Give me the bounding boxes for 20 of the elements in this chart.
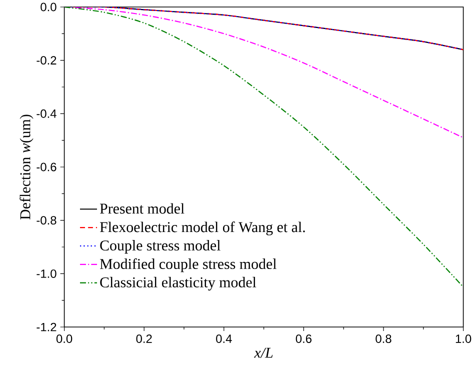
x-tick-label: 0.6: [296, 334, 312, 343]
x-tick-label: 0.0: [56, 334, 72, 343]
y-tick-label: -0.4: [36, 109, 56, 118]
y-tick-label: -0.6: [36, 162, 56, 172]
legend-label: Classicial elasticity model: [100, 276, 256, 290]
legend-label: Present model: [100, 203, 184, 214]
x-tick-label: 0.2: [136, 334, 152, 343]
y-tick-label: -1.2: [36, 322, 56, 332]
legend-label: Modified couple stress model: [100, 258, 276, 272]
y-axis-title: Deflection w(um): [20, 114, 34, 220]
y-tick-label: -0.2: [36, 56, 56, 65]
x-axis-title: x/L: [254, 348, 273, 358]
y-tick-label: -0.8: [36, 216, 56, 225]
x-tick-label: 1.0: [456, 334, 472, 343]
y-tick-label: 0.0: [40, 2, 56, 12]
legend-label: Flexoelectric model of Wang et al.: [100, 222, 305, 236]
y-tick-label: -1.0: [36, 269, 56, 278]
x-tick-label: 0.4: [216, 334, 232, 343]
x-tick-label: 0.8: [376, 334, 392, 343]
legend-label: Couple stress model: [100, 240, 220, 254]
